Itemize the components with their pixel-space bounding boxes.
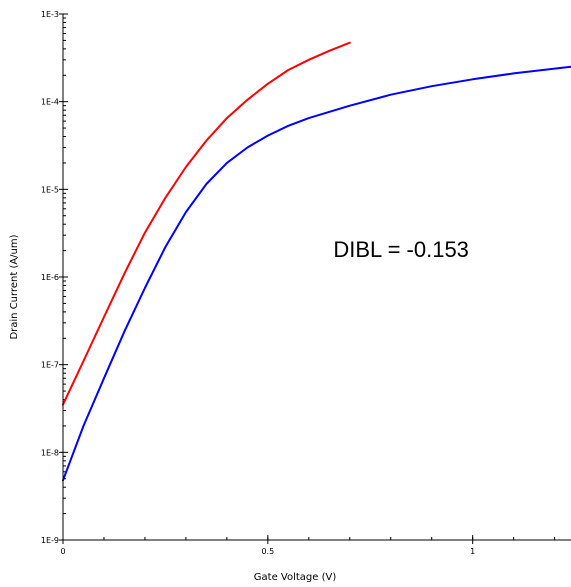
x-tick-label: 1 <box>470 547 475 556</box>
axes-group <box>62 14 571 541</box>
x-axis-title: Gate Voltage (V) <box>254 572 337 583</box>
y-tick-label: 1E-4 <box>41 98 59 107</box>
series-line-1 <box>62 41 351 406</box>
y-tick-label: 1E-8 <box>41 448 59 457</box>
y-tick-label: 1E-9 <box>41 536 59 545</box>
y-tick-label: 1E-3 <box>41 10 59 19</box>
y-tick-label: 1E-7 <box>41 361 59 370</box>
y-tick-label: 1E-5 <box>41 185 59 194</box>
series-group <box>62 41 571 482</box>
label-group: 1E-9 1E-8 1E-7 1E-6 1E-5 1E-4 1E-3 0 0.5 1 Gate Vo… <box>9 10 475 583</box>
dibl-annotation: DIBL = -0.153 <box>333 237 469 262</box>
series-line-2 <box>62 65 571 482</box>
x-tick-label: 0 <box>60 547 65 556</box>
x-tick-label: 0.5 <box>261 547 274 556</box>
y-axis-title: Drain Current (A/um) <box>9 234 20 339</box>
y-tick-label: 1E-6 <box>41 273 59 282</box>
